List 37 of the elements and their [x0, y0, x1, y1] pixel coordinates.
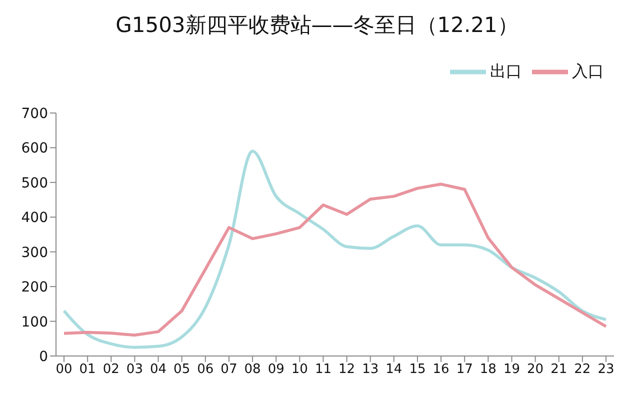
x-tick-label: 02	[102, 362, 120, 378]
x-tick-label: 19	[503, 362, 520, 378]
legend-label: 出口	[490, 61, 522, 80]
x-tick-label: 15	[409, 362, 426, 378]
chart-title: G1503新四平收费站——冬至日（12.21）	[114, 12, 520, 39]
x-tick-label: 23	[598, 362, 614, 378]
x-tick-label: 07	[220, 362, 238, 378]
x-tick-label: 08	[244, 362, 261, 378]
y-tick-label: 600	[21, 140, 48, 157]
x-tick-label: 04	[150, 362, 167, 378]
x-tick-label: 16	[432, 362, 450, 378]
y-tick-label: 200	[21, 280, 48, 296]
legend-label: 入口	[572, 61, 604, 80]
x-tick-label: 11	[314, 362, 332, 378]
x-tick-label: 10	[291, 362, 308, 378]
x-tick-label: 14	[386, 362, 402, 378]
x-tick-label: 06	[197, 362, 214, 378]
y-tick-label: 700	[21, 106, 48, 122]
x-tick-label: 20	[527, 362, 544, 378]
y-tick-label: 500	[21, 175, 48, 192]
x-tick-label: 21	[550, 362, 568, 378]
line-series	[62, 182, 608, 337]
x-tick-label: 22	[574, 362, 591, 378]
x-tick-label: 18	[480, 362, 496, 378]
x-tick-label: 13	[362, 362, 379, 378]
x-tick-label: 00	[56, 362, 72, 378]
x-tick-label: 05	[174, 362, 190, 378]
x-tick-label: 03	[126, 362, 143, 378]
y-tick-label: 300	[21, 244, 48, 261]
x-tick-label: 01	[79, 362, 96, 378]
y-tick-label: 100	[21, 314, 48, 330]
x-tick-label: 09	[268, 362, 284, 378]
x-tick-label: 12	[338, 362, 356, 378]
y-tick-label: 0	[39, 348, 48, 365]
y-tick-label: 400	[21, 210, 48, 226]
line-series	[62, 150, 608, 349]
x-tick-label: 17	[456, 362, 473, 378]
